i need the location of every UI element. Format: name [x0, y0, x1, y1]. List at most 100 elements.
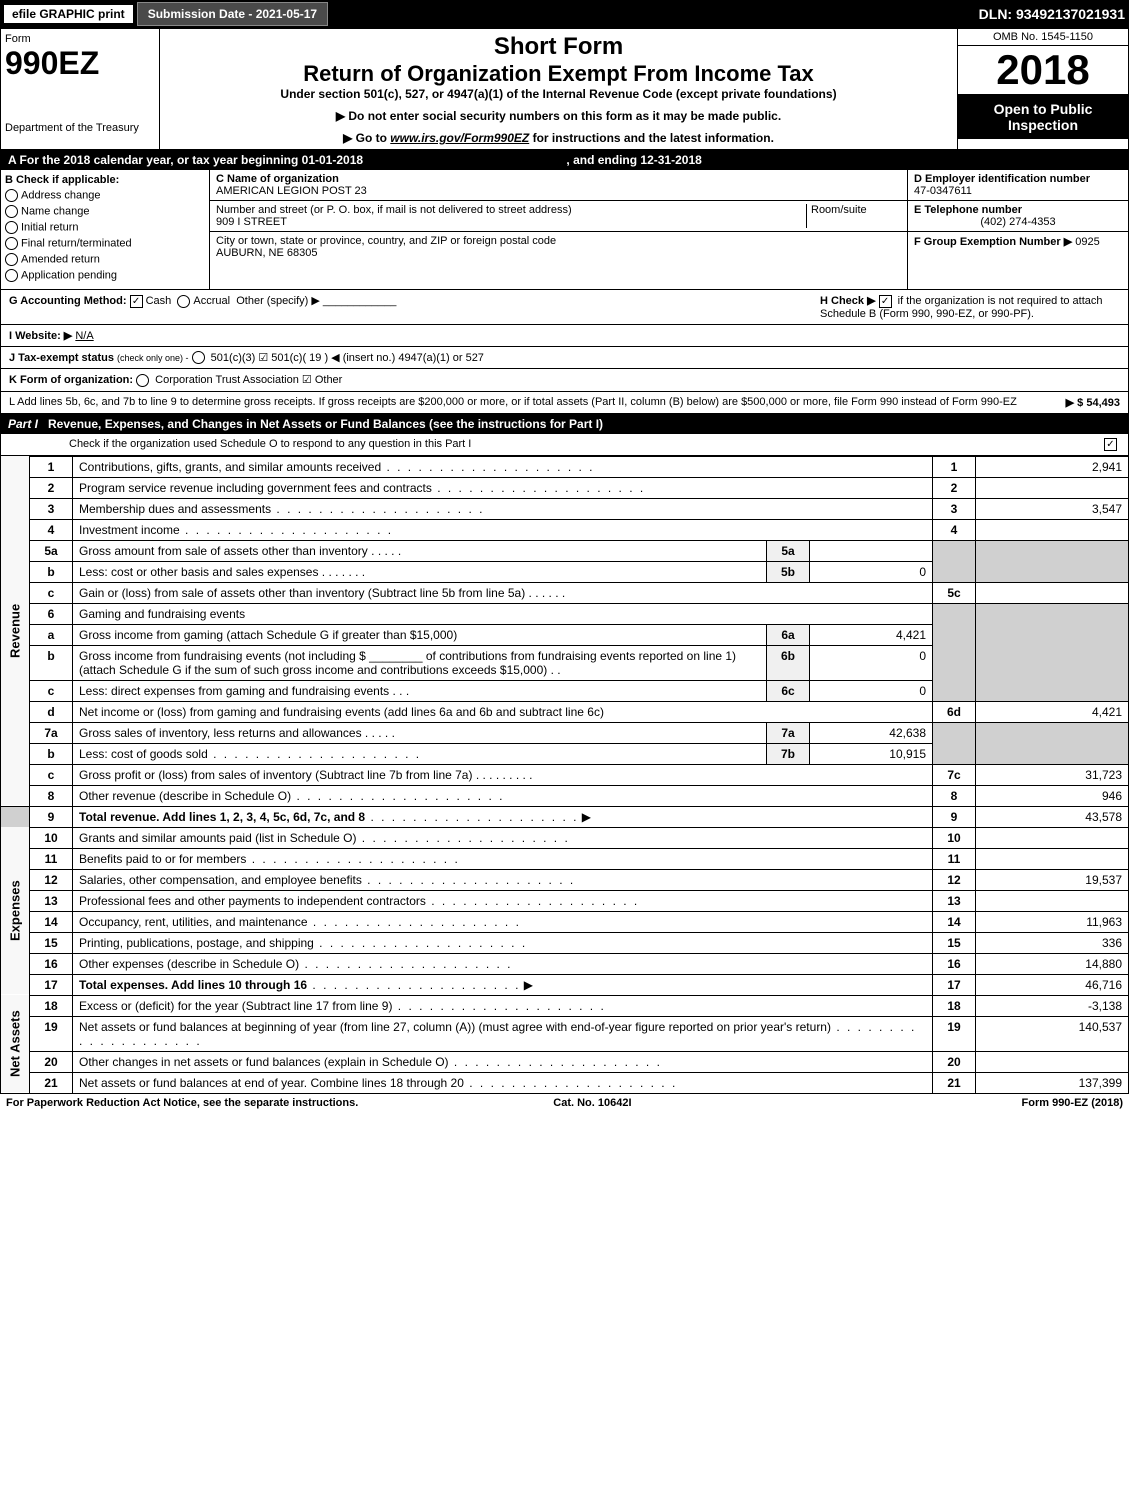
- ein-label: D Employer identification number: [914, 173, 1122, 185]
- table-row: 21 Net assets or fund balances at end of…: [1, 1072, 1129, 1093]
- check-name[interactable]: Name change: [5, 205, 205, 218]
- room-suite: Room/suite: [806, 204, 901, 228]
- short-form-title: Short Form: [168, 33, 949, 61]
- i-row: I Website: ▶ N/A: [0, 325, 1129, 347]
- footer-left: For Paperwork Reduction Act Notice, see …: [6, 1097, 358, 1109]
- h-row: H Check ▶ ✓ if the organization is not r…: [820, 294, 1120, 320]
- table-row: 15 Printing, publications, postage, and …: [1, 932, 1129, 953]
- part1-check-text: Check if the organization used Schedule …: [9, 438, 1104, 451]
- period-row: A For the 2018 calendar year, or tax yea…: [0, 150, 1129, 170]
- header-center: Short Form Return of Organization Exempt…: [160, 29, 957, 149]
- form-label: Form: [5, 33, 155, 45]
- under-section: Under section 501(c), 527, or 4947(a)(1)…: [168, 87, 949, 101]
- l-amount: ▶ $ 54,493: [1066, 396, 1120, 409]
- circle-icon: [5, 269, 18, 282]
- j-opts: 501(c)(3) ☑ 501(c)( 19 ) ◀ (insert no.) …: [211, 352, 484, 364]
- i-label: I Website: ▶: [9, 330, 72, 342]
- dln-label: DLN: 93492137021931: [979, 6, 1125, 22]
- form-number: 990EZ: [5, 45, 155, 82]
- table-row: Net Assets 18 Excess or (deficit) for th…: [1, 995, 1129, 1016]
- table-row: d Net income or (loss) from gaming and f…: [1, 701, 1129, 722]
- table-row: 12 Salaries, other compensation, and emp…: [1, 869, 1129, 890]
- submission-date-label: Submission Date - 2021-05-17: [137, 2, 328, 26]
- footer-center: Cat. No. 10642I: [553, 1097, 631, 1109]
- footer-right: Form 990-EZ (2018): [1022, 1097, 1123, 1109]
- group-label: F Group Exemption Number ▶: [914, 236, 1072, 248]
- phone-label: E Telephone number: [914, 204, 1122, 216]
- return-title: Return of Organization Exempt From Incom…: [168, 61, 949, 87]
- section-gh: G Accounting Method: ✓Cash Accrual Other…: [0, 290, 1129, 325]
- expenses-side-label: Expenses: [1, 827, 30, 995]
- table-row: 19 Net assets or fund balances at beginn…: [1, 1016, 1129, 1051]
- header-right: OMB No. 1545-1150 2018 Open to Public In…: [957, 29, 1128, 149]
- period-begin: A For the 2018 calendar year, or tax yea…: [8, 153, 363, 167]
- part1-title: Revenue, Expenses, and Changes in Net As…: [48, 417, 603, 431]
- org-street-row: Number and street (or P. O. box, if mail…: [210, 201, 907, 232]
- table-row: 8 Other revenue (describe in Schedule O)…: [1, 785, 1129, 806]
- table-row: Revenue 1 Contributions, gifts, grants, …: [1, 456, 1129, 477]
- circle-icon: [5, 205, 18, 218]
- table-row: c Gross profit or (loss) from sales of i…: [1, 764, 1129, 785]
- table-row: Expenses 10 Grants and similar amounts p…: [1, 827, 1129, 848]
- group-value: 0925: [1075, 236, 1099, 248]
- checkbox-icon[interactable]: ✓: [130, 295, 143, 308]
- circle-icon[interactable]: [177, 295, 190, 308]
- ssn-warning: ▶ Do not enter social security numbers o…: [168, 109, 949, 123]
- open-inspection: Open to Public Inspection: [958, 95, 1128, 139]
- part1-label: Part I: [8, 417, 38, 431]
- phone-row: E Telephone number (402) 274-4353: [908, 201, 1128, 232]
- city-value: AUBURN, NE 68305: [216, 247, 901, 259]
- goto-instructions: ▶ Go to www.irs.gov/Form990EZ for instru…: [168, 131, 949, 145]
- h-label: H Check ▶: [820, 295, 876, 307]
- table-row: 20 Other changes in net assets or fund b…: [1, 1051, 1129, 1072]
- circle-icon[interactable]: [192, 351, 205, 364]
- part1-header: Part I Revenue, Expenses, and Changes in…: [0, 414, 1129, 434]
- check-heading: B Check if applicable:: [5, 174, 205, 186]
- checkbox-icon[interactable]: ✓: [1104, 438, 1117, 451]
- ein-row: D Employer identification number 47-0347…: [908, 170, 1128, 201]
- circle-icon: [5, 189, 18, 202]
- goto-prefix: ▶ Go to: [343, 131, 390, 145]
- table-row: 14 Occupancy, rent, utilities, and maint…: [1, 911, 1129, 932]
- tax-year: 2018: [958, 46, 1128, 95]
- table-row: c Gain or (loss) from sale of assets oth…: [1, 582, 1129, 603]
- check-initial[interactable]: Initial return: [5, 221, 205, 234]
- table-row: 7a Gross sales of inventory, less return…: [1, 722, 1129, 743]
- j-label: J Tax-exempt status: [9, 352, 114, 364]
- form-header: Form 990EZ Department of the Treasury Sh…: [0, 28, 1129, 150]
- circle-icon: [5, 253, 18, 266]
- checkbox-icon[interactable]: ✓: [879, 295, 892, 308]
- table-row: 5a Gross amount from sale of assets othe…: [1, 540, 1129, 561]
- table-row: 4 Investment income 4: [1, 519, 1129, 540]
- check-address[interactable]: Address change: [5, 189, 205, 202]
- table-row: 3 Membership dues and assessments 3 3,54…: [1, 498, 1129, 519]
- org-name-label: C Name of organization: [216, 173, 901, 185]
- netassets-side-label: Net Assets: [1, 995, 30, 1093]
- j-row: J Tax-exempt status (check only one) - 5…: [0, 347, 1129, 370]
- g-row: G Accounting Method: ✓Cash Accrual Other…: [9, 294, 820, 320]
- efile-print-label[interactable]: efile GRAPHIC print: [4, 5, 133, 23]
- phone-value: (402) 274-4353: [914, 216, 1122, 228]
- circle-icon: [5, 221, 18, 234]
- org-column: C Name of organization AMERICAN LEGION P…: [210, 170, 907, 289]
- l-row: L Add lines 5b, 6c, and 7b to line 9 to …: [0, 392, 1129, 414]
- info-block: B Check if applicable: Address change Na…: [0, 170, 1129, 290]
- dept-label: Department of the Treasury: [5, 122, 155, 134]
- city-label: City or town, state or province, country…: [216, 235, 901, 247]
- k-row: K Form of organization: Corporation Trus…: [0, 369, 1129, 392]
- table-row: 9 Total revenue. Add lines 1, 2, 3, 4, 5…: [1, 806, 1129, 827]
- k-opts: Corporation Trust Association ☑ Other: [155, 374, 342, 386]
- group-row: F Group Exemption Number ▶ 0925: [908, 232, 1128, 251]
- omb-label: OMB No. 1545-1150: [958, 29, 1128, 46]
- g-label: G Accounting Method:: [9, 295, 127, 307]
- check-pending[interactable]: Application pending: [5, 269, 205, 282]
- check-final[interactable]: Final return/terminated: [5, 237, 205, 250]
- footer-row: For Paperwork Reduction Act Notice, see …: [0, 1094, 1129, 1112]
- circle-icon[interactable]: [136, 374, 149, 387]
- period-end: , and ending 12-31-2018: [566, 153, 701, 167]
- top-bar: efile GRAPHIC print Submission Date - 20…: [0, 0, 1129, 28]
- check-amended[interactable]: Amended return: [5, 253, 205, 266]
- website-value: N/A: [75, 330, 93, 342]
- irs-link[interactable]: www.irs.gov/Form990EZ: [390, 131, 529, 145]
- id-column: D Employer identification number 47-0347…: [907, 170, 1128, 289]
